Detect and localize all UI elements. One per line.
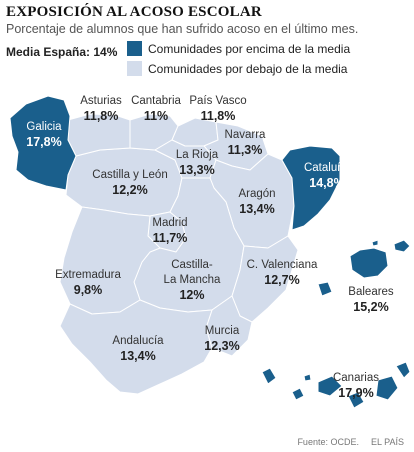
region-c-valenciana[interactable] — [231, 235, 299, 323]
region-extremadura[interactable] — [59, 206, 161, 315]
map-subtitle: Porcentaje de alumnos que han sufrido ac… — [6, 22, 359, 36]
region-andalucia[interactable] — [59, 299, 213, 395]
legend-label-above: Comunidades por encima de la media — [148, 41, 351, 56]
label-la-rioja: La Rioja 13,3% — [172, 148, 222, 178]
label-cantabria: Cantabria 11% — [128, 94, 184, 124]
region-canarias[interactable] — [261, 361, 411, 409]
label-castilla-leon-name: Castilla y León — [92, 169, 168, 181]
legend-swatch-above — [127, 41, 142, 56]
label-madrid: Madrid 11,7% — [146, 216, 194, 246]
label-canarias: Canarias 17,9% — [328, 371, 384, 401]
label-castilla-la-mancha-name-1: Castilla- — [171, 259, 213, 271]
label-aragon-value: 13,4% — [239, 202, 275, 216]
label-murcia-value: 12,3% — [204, 339, 240, 353]
label-extremadura-value: 9,8% — [73, 283, 103, 297]
label-asturias-value: 11,8% — [83, 109, 119, 123]
label-asturias-name: Asturias — [80, 95, 122, 107]
label-extremadura-name: Extremadura — [55, 269, 121, 281]
label-andalucia-name: Andalucía — [112, 335, 164, 347]
label-canarias-name: Canarias — [332, 372, 380, 384]
label-pais-vasco-name: País Vasco — [189, 95, 247, 107]
source-text: Fuente: OCDE. — [297, 437, 359, 447]
label-cataluna: Cataluña 14,8% — [300, 161, 354, 191]
label-murcia: Murcia 12,3% — [198, 324, 246, 354]
region-cataluna[interactable] — [281, 145, 341, 231]
national-average: Media España: 14% — [6, 45, 118, 59]
label-navarra-value: 11,3% — [227, 143, 263, 157]
label-murcia-name: Murcia — [204, 325, 240, 337]
label-cataluna-name: Cataluña — [303, 162, 351, 174]
label-baleares-value: 15,2% — [353, 300, 389, 314]
label-c-valenciana-value: 12,7% — [264, 273, 300, 287]
label-castilla-la-mancha-name-2: La Mancha — [163, 274, 221, 286]
label-cantabria-value: 11% — [143, 109, 169, 123]
label-cataluna-value: 14,8% — [309, 176, 345, 190]
legend-item-below: Comunidades por debajo de la media — [127, 61, 347, 76]
region-galicia[interactable] — [9, 95, 77, 191]
label-baleares: Baleares 15,2% — [344, 285, 398, 315]
label-castilla-la-mancha-value: 12% — [179, 288, 205, 302]
source-footer: Fuente: OCDE. EL PAÍS — [285, 437, 404, 447]
label-galicia-name: Galicia — [26, 121, 62, 133]
label-pais-vasco: País Vasco 11,8% — [186, 94, 250, 124]
legend-swatch-below — [127, 61, 142, 76]
label-aragon-name: Aragón — [238, 188, 276, 200]
label-baleares-name: Baleares — [348, 286, 394, 298]
label-castilla-leon-value: 12,2% — [112, 183, 148, 197]
label-aragon: Aragón 13,4% — [232, 187, 282, 217]
label-c-valenciana: C. Valenciana 12,7% — [242, 258, 322, 288]
label-madrid-name: Madrid — [152, 217, 188, 229]
map-title: EXPOSICIÓN AL ACOSO ESCOLAR — [6, 4, 262, 20]
label-canarias-value: 17,9% — [338, 386, 374, 400]
label-la-rioja-name: La Rioja — [175, 149, 219, 161]
region-baleares[interactable] — [317, 239, 411, 297]
label-castilla-la-mancha: Castilla- La Mancha 12% — [160, 258, 224, 303]
label-andalucia-value: 13,4% — [120, 349, 156, 363]
label-andalucia: Andalucía 13,4% — [108, 334, 168, 364]
label-c-valenciana-name: C. Valenciana — [246, 259, 318, 271]
label-galicia: Galicia 17,8% — [20, 120, 68, 150]
label-madrid-value: 11,7% — [152, 231, 188, 245]
label-la-rioja-value: 13,3% — [179, 163, 215, 177]
label-castilla-leon: Castilla y León 12,2% — [88, 168, 172, 198]
label-pais-vasco-value: 11,8% — [200, 109, 236, 123]
label-navarra: Navarra 11,3% — [220, 128, 270, 158]
label-navarra-name: Navarra — [224, 129, 266, 141]
label-extremadura: Extremadura 9,8% — [50, 268, 126, 298]
label-galicia-value: 17,8% — [26, 135, 62, 149]
legend-item-above: Comunidades por encima de la media — [127, 41, 350, 56]
legend-label-below: Comunidades por debajo de la media — [148, 61, 348, 76]
label-asturias: Asturias 11,8% — [75, 94, 127, 124]
label-cantabria-name: Cantabria — [131, 95, 181, 107]
credit-text: EL PAÍS — [370, 437, 404, 447]
